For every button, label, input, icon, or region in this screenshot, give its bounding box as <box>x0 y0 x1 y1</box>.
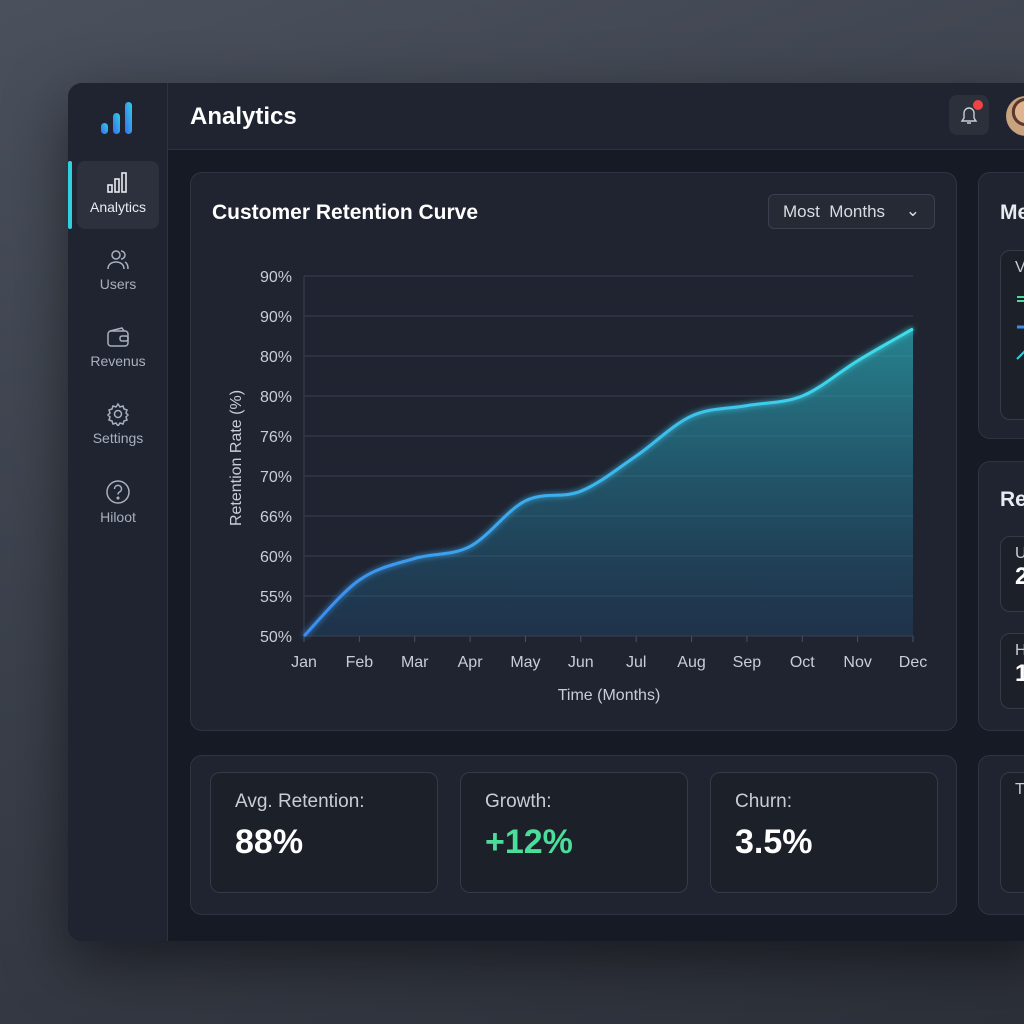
y-axis-label: Retention Rate (%) <box>228 390 245 526</box>
app-window: Analytics Users Revenus Settings Hiloot … <box>68 83 1024 941</box>
sidebar-item-help[interactable]: Hiloot <box>77 469 159 537</box>
metric-label: V <box>1015 259 1024 276</box>
sidebar: Analytics Users Revenus Settings Hiloot <box>68 83 168 941</box>
active-indicator <box>68 161 72 229</box>
retention-area <box>304 328 913 636</box>
avg-retention-stat: Avg. Retention: 88% <box>210 772 438 893</box>
stat-value: 88% <box>235 823 304 861</box>
notification-badge <box>973 100 983 110</box>
stat-label: Churn: <box>735 791 793 812</box>
sidebar-item-settings[interactable]: Settings <box>77 392 159 460</box>
y-tick-label: 60% <box>260 549 292 566</box>
metrics-card: Me V <box>978 172 1024 439</box>
sidebar-item-revenus[interactable]: Revenus <box>77 315 159 383</box>
y-tick-label: 70% <box>260 469 292 486</box>
users-icon <box>107 250 129 270</box>
logo-icon <box>101 102 132 134</box>
retention-chart-card: Customer Retention Curve Most Months ⌄ Re… <box>190 172 957 731</box>
sidebar-item-label: Users <box>99 276 137 292</box>
x-tick-label: Aug <box>677 654 705 671</box>
page-title: Analytics <box>190 103 297 130</box>
sidebar-item-label: Hiloot <box>100 509 136 525</box>
header: Analytics <box>168 83 1024 150</box>
bar-chart-icon <box>107 172 127 193</box>
metric-panel: V <box>1000 250 1024 420</box>
chevron-down-icon: ⌄ <box>905 201 920 220</box>
stat-value: +12% <box>485 823 573 861</box>
stat-label: Avg. Retention: <box>235 791 365 812</box>
y-tick-label: 66% <box>260 509 292 526</box>
mini-legend-icon <box>1016 296 1024 360</box>
stat-label: Growth: <box>485 791 552 812</box>
retention-chart: Retention Rate (%) Time (Months) 50% 55% 6… <box>228 269 927 704</box>
x-tick-label: Jul <box>626 654 646 671</box>
x-tick-label: Sep <box>733 654 762 671</box>
y-tick-label: 80% <box>260 349 292 366</box>
x-tick-label: Oct <box>790 654 815 671</box>
dropdown-value: Most Months <box>783 202 886 221</box>
item-value: 2 <box>1015 563 1024 590</box>
y-tick-label: 55% <box>260 589 292 606</box>
sidebar-item-label: Revenus <box>90 353 146 369</box>
sidebar-item-label: Settings <box>92 430 144 446</box>
bottom-right-card: T <box>978 755 1024 915</box>
sidebar-item-label: Analytics <box>89 199 147 215</box>
sidebar-item-analytics[interactable]: Analytics <box>77 161 159 229</box>
y-tick-label: 90% <box>260 269 292 286</box>
wallet-icon <box>107 327 129 347</box>
item-value: 1 <box>1015 660 1024 687</box>
help-icon <box>106 480 130 504</box>
churn-stat: Churn: 3.5% <box>710 772 938 893</box>
item-label: H <box>1015 642 1024 659</box>
growth-stat: Growth: +12% <box>460 772 688 893</box>
period-dropdown[interactable]: Most Months ⌄ <box>768 194 935 229</box>
notifications-button[interactable] <box>949 95 989 135</box>
x-tick-label: Jan <box>291 654 317 671</box>
y-tick-label: 50% <box>260 629 292 646</box>
y-tick-label: 80% <box>260 389 292 406</box>
sidebar-item-users[interactable]: Users <box>77 238 159 306</box>
retention-line <box>302 327 914 638</box>
bottom-item: T <box>1000 772 1024 893</box>
y-tick-label: 90% <box>260 309 292 326</box>
avatar[interactable] <box>1006 96 1024 136</box>
x-tick-label: Apr <box>458 654 484 671</box>
x-tick-label: Mar <box>401 654 429 671</box>
x-tick-label: May <box>510 654 540 671</box>
x-tick-label: Nov <box>843 654 871 671</box>
card-title: Me <box>1000 201 1024 224</box>
card-title: Re <box>1000 488 1024 511</box>
x-tick-label: Jun <box>568 654 594 671</box>
item-label: T <box>1015 781 1024 798</box>
x-tick-label: Feb <box>346 654 374 671</box>
chart-title: Customer Retention Curve <box>212 201 479 224</box>
x-tick-label: Dec <box>899 654 927 671</box>
gear-icon <box>106 402 130 426</box>
stats-card: Avg. Retention: 88% Growth: +12% Churn: 3.5… <box>190 755 957 915</box>
stat-value: 3.5% <box>735 823 813 861</box>
item-label: U <box>1015 545 1024 562</box>
x-axis-label: Time (Months) <box>558 687 661 704</box>
bell-icon <box>960 107 978 124</box>
y-tick-label: 76% <box>260 429 292 446</box>
